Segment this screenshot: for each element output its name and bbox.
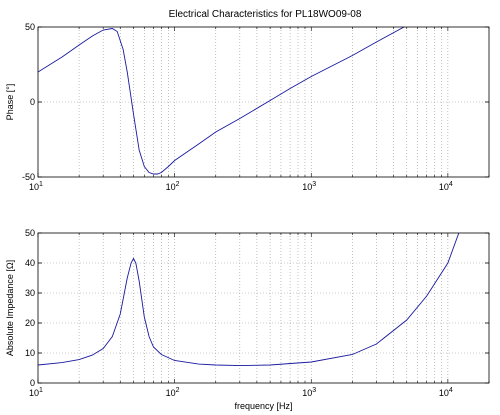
axes-2: 0 10 20 30 40 50 101 102 103 104 Absolute Impedanc… (5, 228, 490, 411)
series-line-1 (38, 27, 405, 175)
y-axis-label: Absolute Impedance [Ω] (5, 260, 15, 356)
x-tick-label: 102 (166, 181, 180, 192)
x-tick-label: 103 (302, 181, 316, 192)
y-tick-label: 50 (25, 228, 35, 238)
x-tick-label: 101 (29, 181, 43, 192)
x-tick-label: 101 (29, 387, 43, 398)
y-tick-label: 20 (25, 318, 35, 328)
x-tick-label: 103 (302, 387, 316, 398)
series-line-1 (38, 233, 460, 367)
y-tick-label: -50 (22, 172, 35, 182)
y-tick-label: 0 (30, 378, 35, 388)
plot-area (38, 233, 489, 383)
x-tick-label: 104 (439, 387, 453, 398)
y-tick-label: 10 (25, 348, 35, 358)
x-tick-label: 102 (166, 387, 180, 398)
axes-1: -50 0 50 101 102 103 104 Phase [°] (5, 22, 490, 192)
axes-box (37, 232, 490, 384)
chart-title: Electrical Characteristics for PL18WO09-… (169, 9, 362, 20)
y-tick-label: 50 (25, 22, 35, 32)
y-tick-label: 30 (25, 288, 35, 298)
y-tick-label: 0 (30, 97, 35, 107)
x-tick-label: 104 (439, 181, 453, 192)
y-axis-label: Phase [°] (5, 84, 15, 121)
x-axis-label: frequency [Hz] (234, 401, 292, 411)
y-tick-label: 40 (25, 258, 35, 268)
